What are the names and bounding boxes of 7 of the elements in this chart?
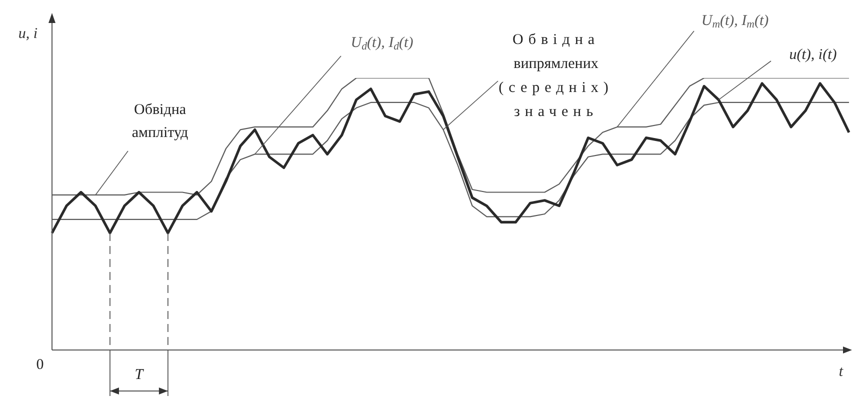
text: 0 bbox=[36, 356, 44, 373]
series-label: u(t), i(t) bbox=[789, 46, 837, 63]
annotation: Обвідна випрямлених (середніх) значень bbox=[498, 32, 614, 120]
y-axis-title: u, i bbox=[18, 26, 38, 42]
text: T bbox=[134, 366, 145, 383]
x-axis-title: t bbox=[838, 364, 844, 380]
annotation: Обвідна амплітуд bbox=[132, 102, 189, 141]
